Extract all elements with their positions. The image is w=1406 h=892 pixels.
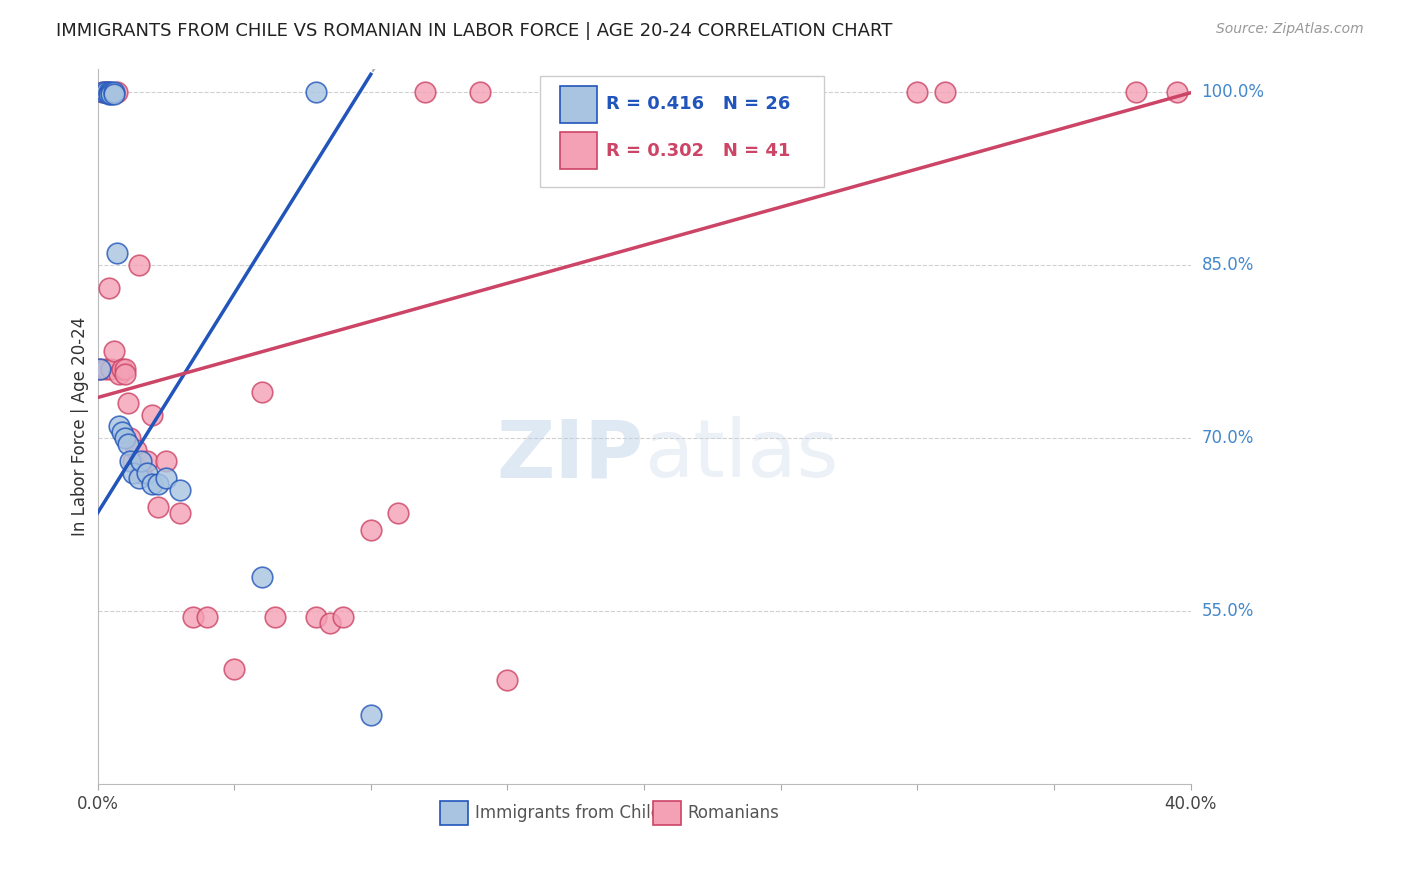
- Text: atlas: atlas: [644, 416, 838, 494]
- Point: [905, 85, 928, 99]
- Point: [169, 483, 191, 497]
- Text: Romanians: Romanians: [688, 804, 780, 822]
- Text: 55.0%: 55.0%: [1202, 602, 1254, 620]
- Point: [122, 466, 145, 480]
- Point: [332, 610, 354, 624]
- Text: R = 0.302   N = 41: R = 0.302 N = 41: [606, 142, 790, 160]
- Point: [135, 454, 157, 468]
- Point: [97, 85, 120, 99]
- Text: IMMIGRANTS FROM CHILE VS ROMANIAN IN LABOR FORCE | AGE 20-24 CORRELATION CHART: IMMIGRANTS FROM CHILE VS ROMANIAN IN LAB…: [56, 22, 893, 40]
- Point: [97, 281, 120, 295]
- Point: [1125, 85, 1147, 99]
- Point: [387, 506, 409, 520]
- Point: [264, 610, 287, 624]
- Point: [114, 431, 136, 445]
- Point: [111, 425, 134, 440]
- Point: [114, 368, 136, 382]
- FancyBboxPatch shape: [560, 132, 598, 169]
- Point: [91, 85, 114, 99]
- FancyBboxPatch shape: [440, 801, 468, 825]
- Point: [103, 344, 125, 359]
- Point: [181, 610, 204, 624]
- FancyBboxPatch shape: [652, 801, 682, 825]
- Point: [415, 85, 437, 99]
- Point: [129, 454, 152, 468]
- Point: [108, 368, 131, 382]
- Point: [135, 466, 157, 480]
- Point: [129, 466, 152, 480]
- Point: [250, 569, 273, 583]
- Point: [141, 408, 163, 422]
- FancyBboxPatch shape: [560, 86, 598, 123]
- Point: [108, 419, 131, 434]
- Point: [155, 454, 177, 468]
- Point: [468, 85, 491, 99]
- Point: [125, 442, 148, 457]
- Point: [496, 673, 519, 688]
- Point: [100, 85, 122, 99]
- Point: [91, 85, 114, 99]
- Point: [89, 361, 111, 376]
- FancyBboxPatch shape: [540, 76, 824, 186]
- Point: [141, 477, 163, 491]
- Point: [195, 610, 218, 624]
- Point: [105, 85, 128, 99]
- Point: [94, 361, 117, 376]
- Point: [250, 384, 273, 399]
- Point: [97, 85, 120, 99]
- Text: Source: ZipAtlas.com: Source: ZipAtlas.com: [1216, 22, 1364, 37]
- Point: [117, 396, 139, 410]
- Point: [305, 610, 328, 624]
- Point: [169, 506, 191, 520]
- Point: [89, 361, 111, 376]
- Y-axis label: In Labor Force | Age 20-24: In Labor Force | Age 20-24: [72, 317, 89, 536]
- Text: 70.0%: 70.0%: [1202, 429, 1254, 447]
- Point: [319, 615, 342, 630]
- Point: [128, 471, 150, 485]
- Point: [117, 436, 139, 450]
- Text: ZIP: ZIP: [496, 416, 644, 494]
- Point: [94, 85, 117, 99]
- Point: [103, 87, 125, 101]
- Point: [111, 361, 134, 376]
- Point: [360, 524, 382, 538]
- Point: [94, 85, 117, 99]
- Point: [103, 85, 125, 99]
- Point: [146, 500, 169, 515]
- Point: [120, 431, 142, 445]
- Text: R = 0.416   N = 26: R = 0.416 N = 26: [606, 95, 790, 113]
- Text: Immigrants from Chile: Immigrants from Chile: [475, 804, 661, 822]
- Point: [122, 454, 145, 468]
- Point: [97, 87, 120, 101]
- Text: 85.0%: 85.0%: [1202, 256, 1254, 274]
- Point: [1166, 85, 1188, 99]
- Point: [360, 708, 382, 723]
- Point: [114, 361, 136, 376]
- Point: [100, 87, 122, 101]
- Point: [146, 477, 169, 491]
- Point: [128, 258, 150, 272]
- Point: [155, 471, 177, 485]
- Point: [100, 361, 122, 376]
- Point: [305, 85, 328, 99]
- Point: [224, 662, 246, 676]
- Text: 100.0%: 100.0%: [1202, 83, 1264, 101]
- Point: [120, 454, 142, 468]
- Point: [105, 246, 128, 260]
- Point: [934, 85, 956, 99]
